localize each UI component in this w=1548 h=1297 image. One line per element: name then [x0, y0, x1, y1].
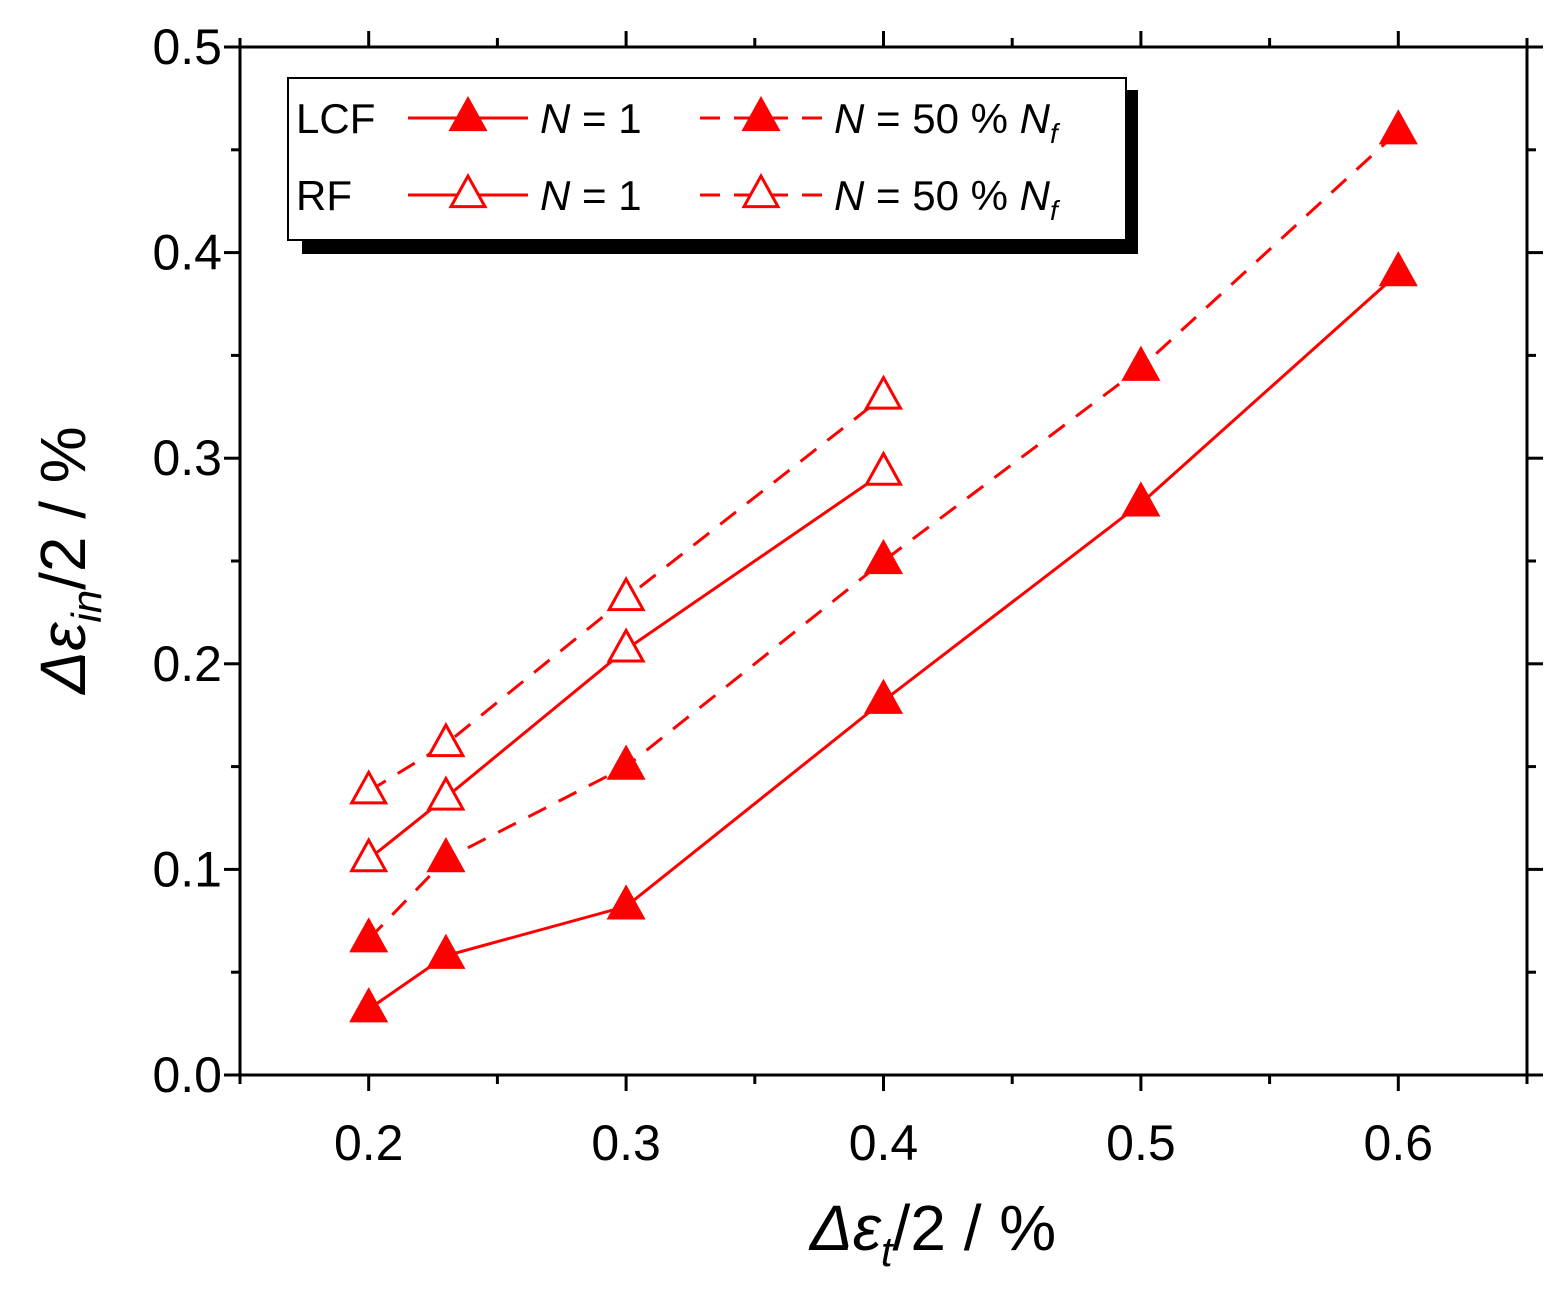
- series-markers: [349, 109, 1418, 1023]
- legend-sample-lcf-n50-marker: [741, 95, 781, 132]
- y-tick-label: 0.0: [152, 1047, 222, 1103]
- y-tick-label: 0.5: [152, 19, 222, 75]
- data-point-2-1: [426, 775, 466, 811]
- legend-label-rf-n1: N = 1: [540, 172, 642, 219]
- data-point-3-3: [863, 374, 904, 410]
- data-point-1-2: [606, 744, 646, 780]
- legend-label-lcf-n50: N = 50 % Nf: [834, 95, 1061, 149]
- legend-sample-lcf-n1-marker: [448, 95, 488, 132]
- data-point-3-0: [349, 769, 389, 805]
- legend-sample-rf-n1-marker: [448, 172, 488, 209]
- data-point-0-1: [426, 933, 466, 969]
- legend-row-label-rf: RF: [296, 172, 352, 219]
- y-axis-ticks: 0.0 0.1 0.2 0.3 0.4 0.5: [152, 19, 1543, 1103]
- x-tick-label: 0.2: [334, 1115, 404, 1171]
- series-line-3: [367, 395, 885, 793]
- data-point-0-2: [606, 884, 646, 920]
- legend-label-rf-n50: N = 50 % Nf: [834, 172, 1061, 226]
- data-point-0-0: [349, 987, 389, 1023]
- legend-label-lcf-n1: N = 1: [540, 95, 642, 142]
- legend: LCF RF N = 1 N = 50 % Nf N = 1 N = 50 % …: [287, 77, 1138, 254]
- y-axis-title: Δεin/2 / %: [27, 426, 110, 695]
- data-point-0-5: [1378, 251, 1418, 287]
- data-point-3-2: [606, 575, 646, 612]
- y-tick-label: 0.3: [152, 430, 222, 486]
- series-line-1: [367, 130, 1400, 941]
- x-axis-title: Δεt/2 / %: [808, 1192, 1056, 1275]
- y-tick-label: 0.1: [152, 841, 222, 897]
- data-point-1-3: [863, 538, 904, 575]
- data-point-0-4: [1121, 481, 1161, 517]
- data-point-1-1: [426, 837, 466, 873]
- legend-row-label-lcf: LCF: [296, 95, 375, 142]
- y-tick-label: 0.2: [152, 636, 222, 692]
- x-tick-label: 0.4: [849, 1115, 919, 1171]
- x-tick-label: 0.5: [1106, 1115, 1176, 1171]
- data-point-1-5: [1378, 109, 1418, 145]
- x-tick-label: 0.6: [1364, 1115, 1434, 1171]
- legend-sample-rf-n50-marker: [741, 172, 781, 209]
- data-point-1-0: [349, 917, 389, 953]
- series-line-2: [367, 471, 885, 861]
- legend-samples: [408, 95, 822, 209]
- data-point-2-3: [863, 450, 904, 486]
- x-tick-label: 0.3: [591, 1115, 661, 1171]
- data-point-3-1: [426, 721, 466, 758]
- data-point-0-3: [863, 678, 904, 714]
- data-point-2-0: [349, 837, 389, 873]
- data-point-2-2: [606, 627, 646, 663]
- legend-box: [287, 77, 1127, 241]
- data-point-1-4: [1121, 345, 1161, 381]
- x-axis-ticks: 0.2 0.3 0.4 0.5 0.6: [238, 31, 1529, 1171]
- y-tick-label: 0.4: [152, 225, 222, 281]
